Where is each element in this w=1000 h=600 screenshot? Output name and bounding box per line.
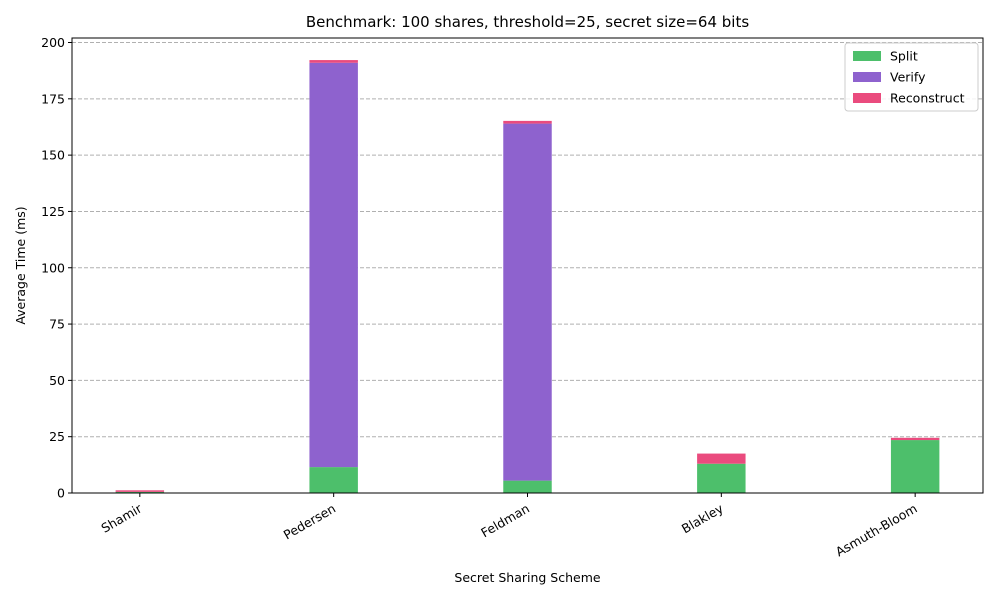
bars	[115, 60, 940, 493]
bar-split-shamir	[115, 491, 165, 493]
grid-lines	[72, 42, 983, 494]
x-tick-label: Shamir	[98, 500, 145, 536]
legend-swatch	[853, 72, 881, 82]
x-tick-label: Pedersen	[281, 501, 338, 543]
legend-label: Verify	[890, 70, 926, 85]
x-tick-label: Blakley	[679, 500, 726, 536]
y-axis-ticks: 0 25 50 75 100 125 150 175 200	[41, 35, 72, 501]
legend: Split Verify Reconstruct	[844, 42, 979, 112]
x-tick-label: Asmuth-Bloom	[833, 501, 920, 560]
bar-split-pedersen	[309, 467, 358, 493]
bar-reconstruct-blakley	[697, 453, 746, 464]
bar-reconstruct-pedersen	[309, 60, 358, 63]
legend-label: Split	[890, 49, 918, 64]
bar-reconstruct-asmuth-bloom	[890, 437, 940, 441]
y-tick-label: 100	[41, 260, 65, 275]
bar-reconstruct-shamir	[115, 490, 165, 492]
y-tick-label: 150	[41, 148, 65, 163]
bar-split-asmuth-bloom	[890, 440, 940, 493]
x-tick-label: Feldman	[478, 501, 532, 541]
x-axis-ticks: Shamir Pedersen Feldman Blakley Asmuth-Bloom	[98, 493, 920, 560]
y-tick-label: 50	[49, 373, 65, 388]
y-tick-label: 125	[41, 204, 65, 219]
y-tick-label: 0	[57, 486, 65, 501]
y-tick-label: 25	[49, 429, 65, 444]
bar-verify-pedersen	[309, 62, 358, 468]
legend-label: Reconstruct	[890, 91, 965, 106]
y-tick-label: 200	[41, 35, 65, 50]
x-axis-label: Secret Sharing Scheme	[454, 570, 600, 585]
bar-split-blakley	[697, 463, 746, 493]
y-tick-label: 175	[41, 91, 65, 106]
bar-split-feldman	[503, 480, 552, 493]
legend-swatch	[853, 51, 881, 61]
legend-swatch	[853, 93, 881, 103]
y-tick-label: 75	[49, 317, 65, 332]
y-axis-label: Average Time (ms)	[13, 206, 28, 324]
chart-title: Benchmark: 100 shares, threshold=25, sec…	[306, 13, 750, 31]
bar-reconstruct-feldman	[503, 120, 552, 124]
bar-verify-feldman	[503, 123, 552, 481]
